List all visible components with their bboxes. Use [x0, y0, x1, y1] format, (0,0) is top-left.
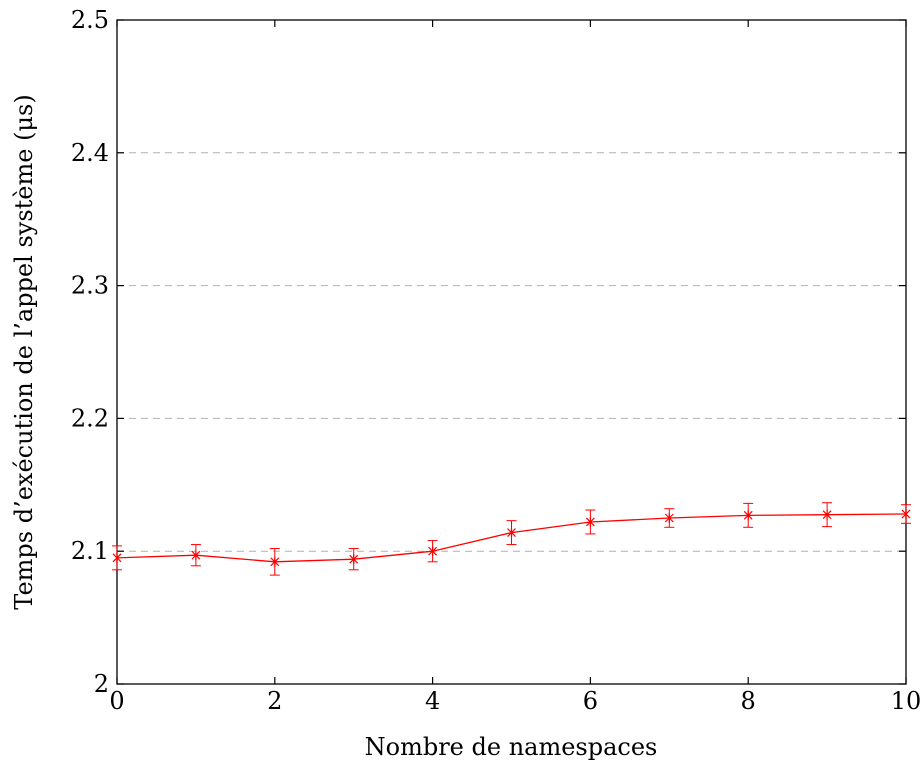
data-point	[112, 552, 122, 563]
tick-labels: 22.12.22.32.42.50 2 4 6 8 10	[71, 6, 921, 715]
y-tick-label: 2.1	[71, 537, 109, 565]
data-point	[901, 509, 911, 520]
plot-frame	[116, 19, 907, 685]
x-axis-title: Nombre de namespaces	[365, 733, 658, 761]
x-tick-label: 2	[267, 687, 282, 715]
data-point	[507, 527, 516, 538]
x-tick-label: 6	[583, 687, 598, 715]
data-point	[743, 510, 753, 521]
y-tick-label: 2	[94, 670, 109, 698]
series-layer	[112, 502, 911, 576]
y-tick-label: 2.5	[71, 6, 109, 34]
data-point	[428, 546, 438, 557]
x-tick-label: 4	[425, 687, 440, 715]
x-tick-label: 10	[891, 687, 922, 715]
data-point	[822, 509, 832, 520]
data-point	[664, 513, 674, 523]
data-point	[270, 556, 280, 567]
grid-lines	[117, 152, 906, 552]
data-point	[349, 554, 359, 565]
y-axis-title: Temps d’exécution de l’appel système (μs…	[10, 94, 38, 609]
y-tick-label: 2.3	[71, 272, 109, 300]
data-point	[191, 550, 201, 561]
y-tick-label: 2.2	[71, 404, 109, 432]
x-tick-label: 8	[741, 687, 756, 715]
y-tick-label: 2.4	[71, 139, 109, 167]
axis-ticks	[116, 19, 907, 685]
x-tick-label: 0	[109, 687, 124, 715]
data-point	[585, 516, 595, 527]
